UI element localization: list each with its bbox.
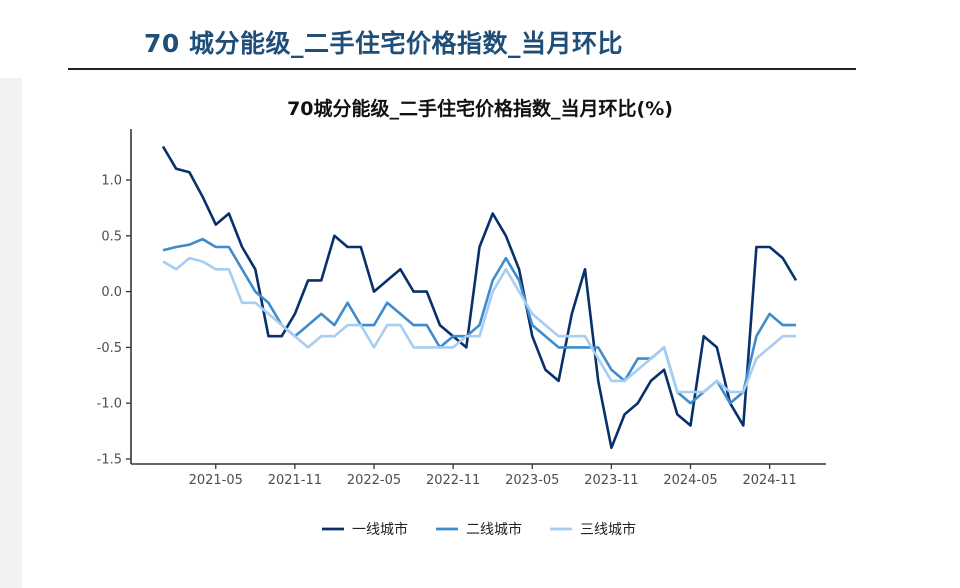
series-line-2 [162, 237, 796, 405]
y-tick-label: 0.5 [101, 229, 122, 244]
left-edge-panel [0, 78, 22, 588]
x-tick-label: 2022-11 [426, 473, 480, 488]
x-tick-label: 2021-11 [268, 473, 322, 488]
series-line-3 [162, 256, 796, 394]
y-tick-label: -1.5 [97, 453, 122, 468]
y-tick-label: -0.5 [97, 341, 122, 356]
series-line-1 [161, 145, 798, 450]
legend-label-1: 一线城市 [352, 521, 408, 538]
page-title: 70 城分能级_二手住宅价格指数_当月环比 [144, 29, 623, 58]
chart-axes: -1.5 -1.0 -0.5 0.0 0.5 1.0 2021-05 2021-11 2022-… [97, 129, 826, 488]
title-divider [68, 68, 856, 70]
x-tick-label: 2021-05 [189, 473, 243, 488]
x-tick-label: 2022-05 [347, 473, 401, 488]
x-tick-label: 2023-11 [584, 473, 638, 488]
y-tick-label: -1.0 [97, 397, 122, 412]
y-tick-label: 1.0 [101, 174, 122, 189]
legend-label-2: 二线城市 [466, 521, 522, 538]
x-tick-label: 2024-11 [742, 473, 796, 488]
x-tick-label: 2024-05 [663, 473, 717, 488]
y-tick-label: 0.0 [101, 285, 122, 300]
x-tick-label: 2023-05 [505, 473, 559, 488]
chart-title: 70城分能级_二手住宅价格指数_当月环比(%) [287, 97, 673, 120]
chart-legend: 一线城市 二线城市 三线城市 [322, 521, 636, 538]
chart-series [161, 145, 798, 450]
legend-label-3: 三线城市 [580, 521, 636, 538]
